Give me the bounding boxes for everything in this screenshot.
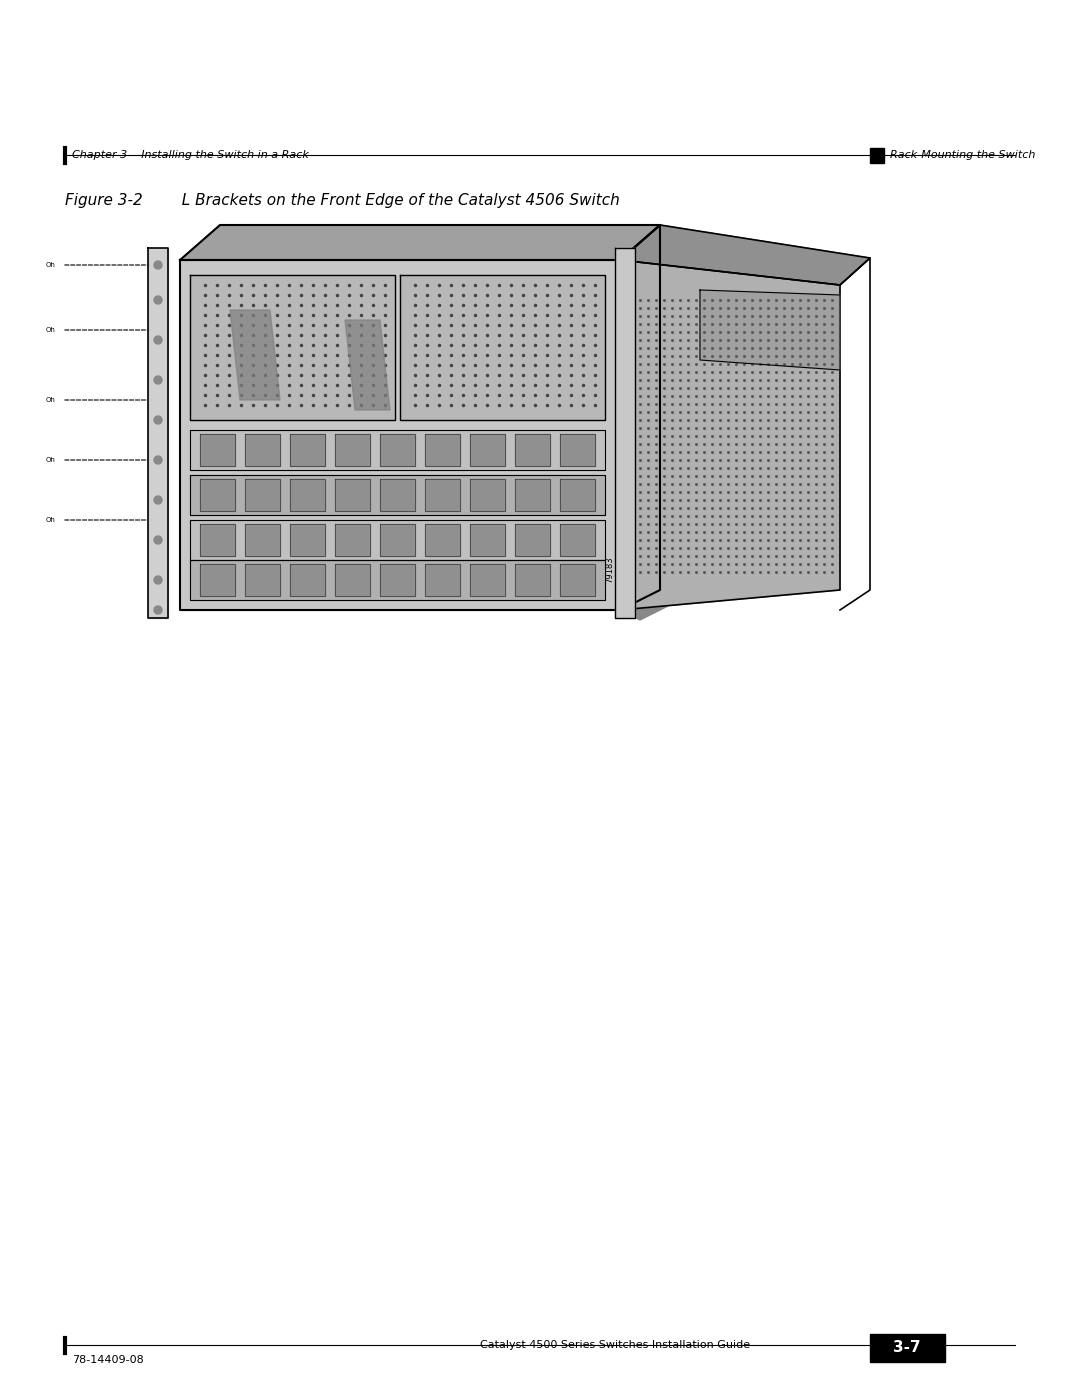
Polygon shape [291,479,325,511]
Polygon shape [345,320,390,409]
Polygon shape [400,275,605,420]
Polygon shape [190,430,605,469]
Polygon shape [426,524,460,556]
Polygon shape [245,434,280,467]
Polygon shape [426,479,460,511]
Polygon shape [200,434,235,467]
Polygon shape [561,434,595,467]
Polygon shape [335,479,370,511]
Polygon shape [515,479,550,511]
Polygon shape [561,524,595,556]
Polygon shape [615,249,635,617]
Polygon shape [190,560,605,599]
Circle shape [154,376,162,384]
Polygon shape [200,524,235,556]
Polygon shape [380,564,415,597]
Text: Oh: Oh [45,263,55,268]
Circle shape [154,606,162,615]
Text: Oh: Oh [45,517,55,522]
Circle shape [154,296,162,305]
Polygon shape [470,479,505,511]
Polygon shape [245,479,280,511]
Text: 78-14409-08: 78-14409-08 [72,1355,144,1365]
Circle shape [154,261,162,270]
Polygon shape [515,434,550,467]
Polygon shape [180,225,660,260]
Polygon shape [335,524,370,556]
Polygon shape [148,249,168,617]
Polygon shape [470,434,505,467]
Polygon shape [190,275,395,420]
Polygon shape [620,260,840,610]
Circle shape [154,536,162,543]
Polygon shape [200,564,235,597]
Text: Oh: Oh [45,397,55,402]
Polygon shape [200,479,235,511]
Polygon shape [620,225,870,285]
Circle shape [154,496,162,504]
Polygon shape [190,520,605,560]
Polygon shape [620,225,660,610]
Polygon shape [470,564,505,597]
Polygon shape [620,590,680,620]
FancyBboxPatch shape [870,1334,945,1362]
Polygon shape [245,524,280,556]
Polygon shape [230,310,280,400]
Polygon shape [515,524,550,556]
Circle shape [154,337,162,344]
Text: Catalyst 4500 Series Switches Installation Guide: Catalyst 4500 Series Switches Installati… [480,1340,750,1350]
Polygon shape [335,564,370,597]
Circle shape [154,576,162,584]
Text: Figure 3-2        L Brackets on the Front Edge of the Catalyst 4506 Switch: Figure 3-2 L Brackets on the Front Edge … [65,193,620,208]
Polygon shape [291,524,325,556]
Text: 79183: 79183 [606,556,615,584]
Polygon shape [190,475,605,515]
Polygon shape [470,524,505,556]
Polygon shape [561,479,595,511]
Polygon shape [291,564,325,597]
Polygon shape [380,524,415,556]
Polygon shape [426,434,460,467]
Polygon shape [515,564,550,597]
Text: Rack-Mounting the Switch: Rack-Mounting the Switch [890,149,1036,161]
Polygon shape [426,564,460,597]
Circle shape [154,455,162,464]
Polygon shape [335,434,370,467]
Polygon shape [561,564,595,597]
Polygon shape [380,479,415,511]
Polygon shape [180,260,620,610]
Polygon shape [870,148,885,163]
Polygon shape [700,291,840,370]
Polygon shape [291,434,325,467]
Text: Chapter 3    Installing the Switch in a Rack: Chapter 3 Installing the Switch in a Rac… [72,149,309,161]
Text: Oh: Oh [45,457,55,462]
Polygon shape [245,564,280,597]
Text: 3-7: 3-7 [893,1341,921,1355]
Circle shape [154,416,162,425]
Polygon shape [380,434,415,467]
Text: Oh: Oh [45,327,55,332]
